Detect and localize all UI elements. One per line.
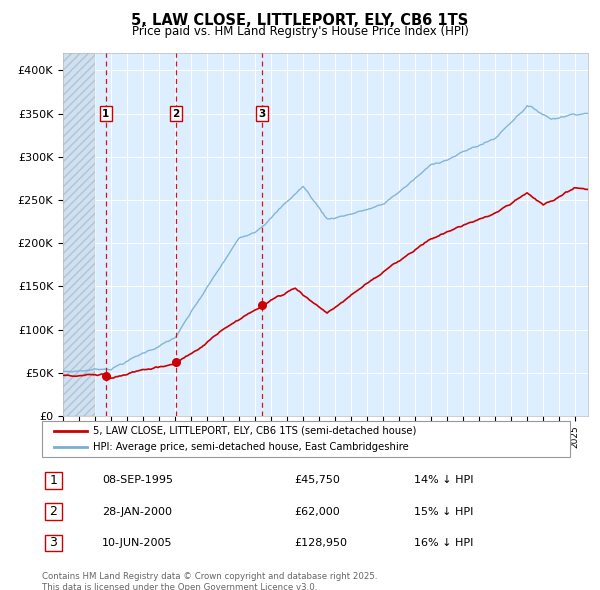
Text: 1: 1 [102,109,110,119]
Text: £128,950: £128,950 [294,538,347,548]
Text: HPI: Average price, semi-detached house, East Cambridgeshire: HPI: Average price, semi-detached house,… [93,442,409,452]
Text: £62,000: £62,000 [294,507,340,516]
Text: 1: 1 [49,474,58,487]
Text: 15% ↓ HPI: 15% ↓ HPI [414,507,473,516]
Point [257,300,267,309]
Text: 10-JUN-2005: 10-JUN-2005 [102,538,173,548]
Text: £45,750: £45,750 [294,476,340,485]
Text: Contains HM Land Registry data © Crown copyright and database right 2025.
This d: Contains HM Land Registry data © Crown c… [42,572,377,590]
Text: 5, LAW CLOSE, LITTLEPORT, ELY, CB6 1TS: 5, LAW CLOSE, LITTLEPORT, ELY, CB6 1TS [131,13,469,28]
Text: 2: 2 [49,505,58,518]
Text: 28-JAN-2000: 28-JAN-2000 [102,507,172,516]
Text: 3: 3 [49,536,58,549]
Text: 14% ↓ HPI: 14% ↓ HPI [414,476,473,485]
Text: 08-SEP-1995: 08-SEP-1995 [102,476,173,485]
Text: 5, LAW CLOSE, LITTLEPORT, ELY, CB6 1TS (semi-detached house): 5, LAW CLOSE, LITTLEPORT, ELY, CB6 1TS (… [93,426,416,436]
Point [101,372,110,381]
Text: Price paid vs. HM Land Registry's House Price Index (HPI): Price paid vs. HM Land Registry's House … [131,25,469,38]
Text: 2: 2 [173,109,180,119]
Text: 16% ↓ HPI: 16% ↓ HPI [414,538,473,548]
Point [172,358,181,367]
Text: 3: 3 [259,109,266,119]
Bar [63,53,95,416]
